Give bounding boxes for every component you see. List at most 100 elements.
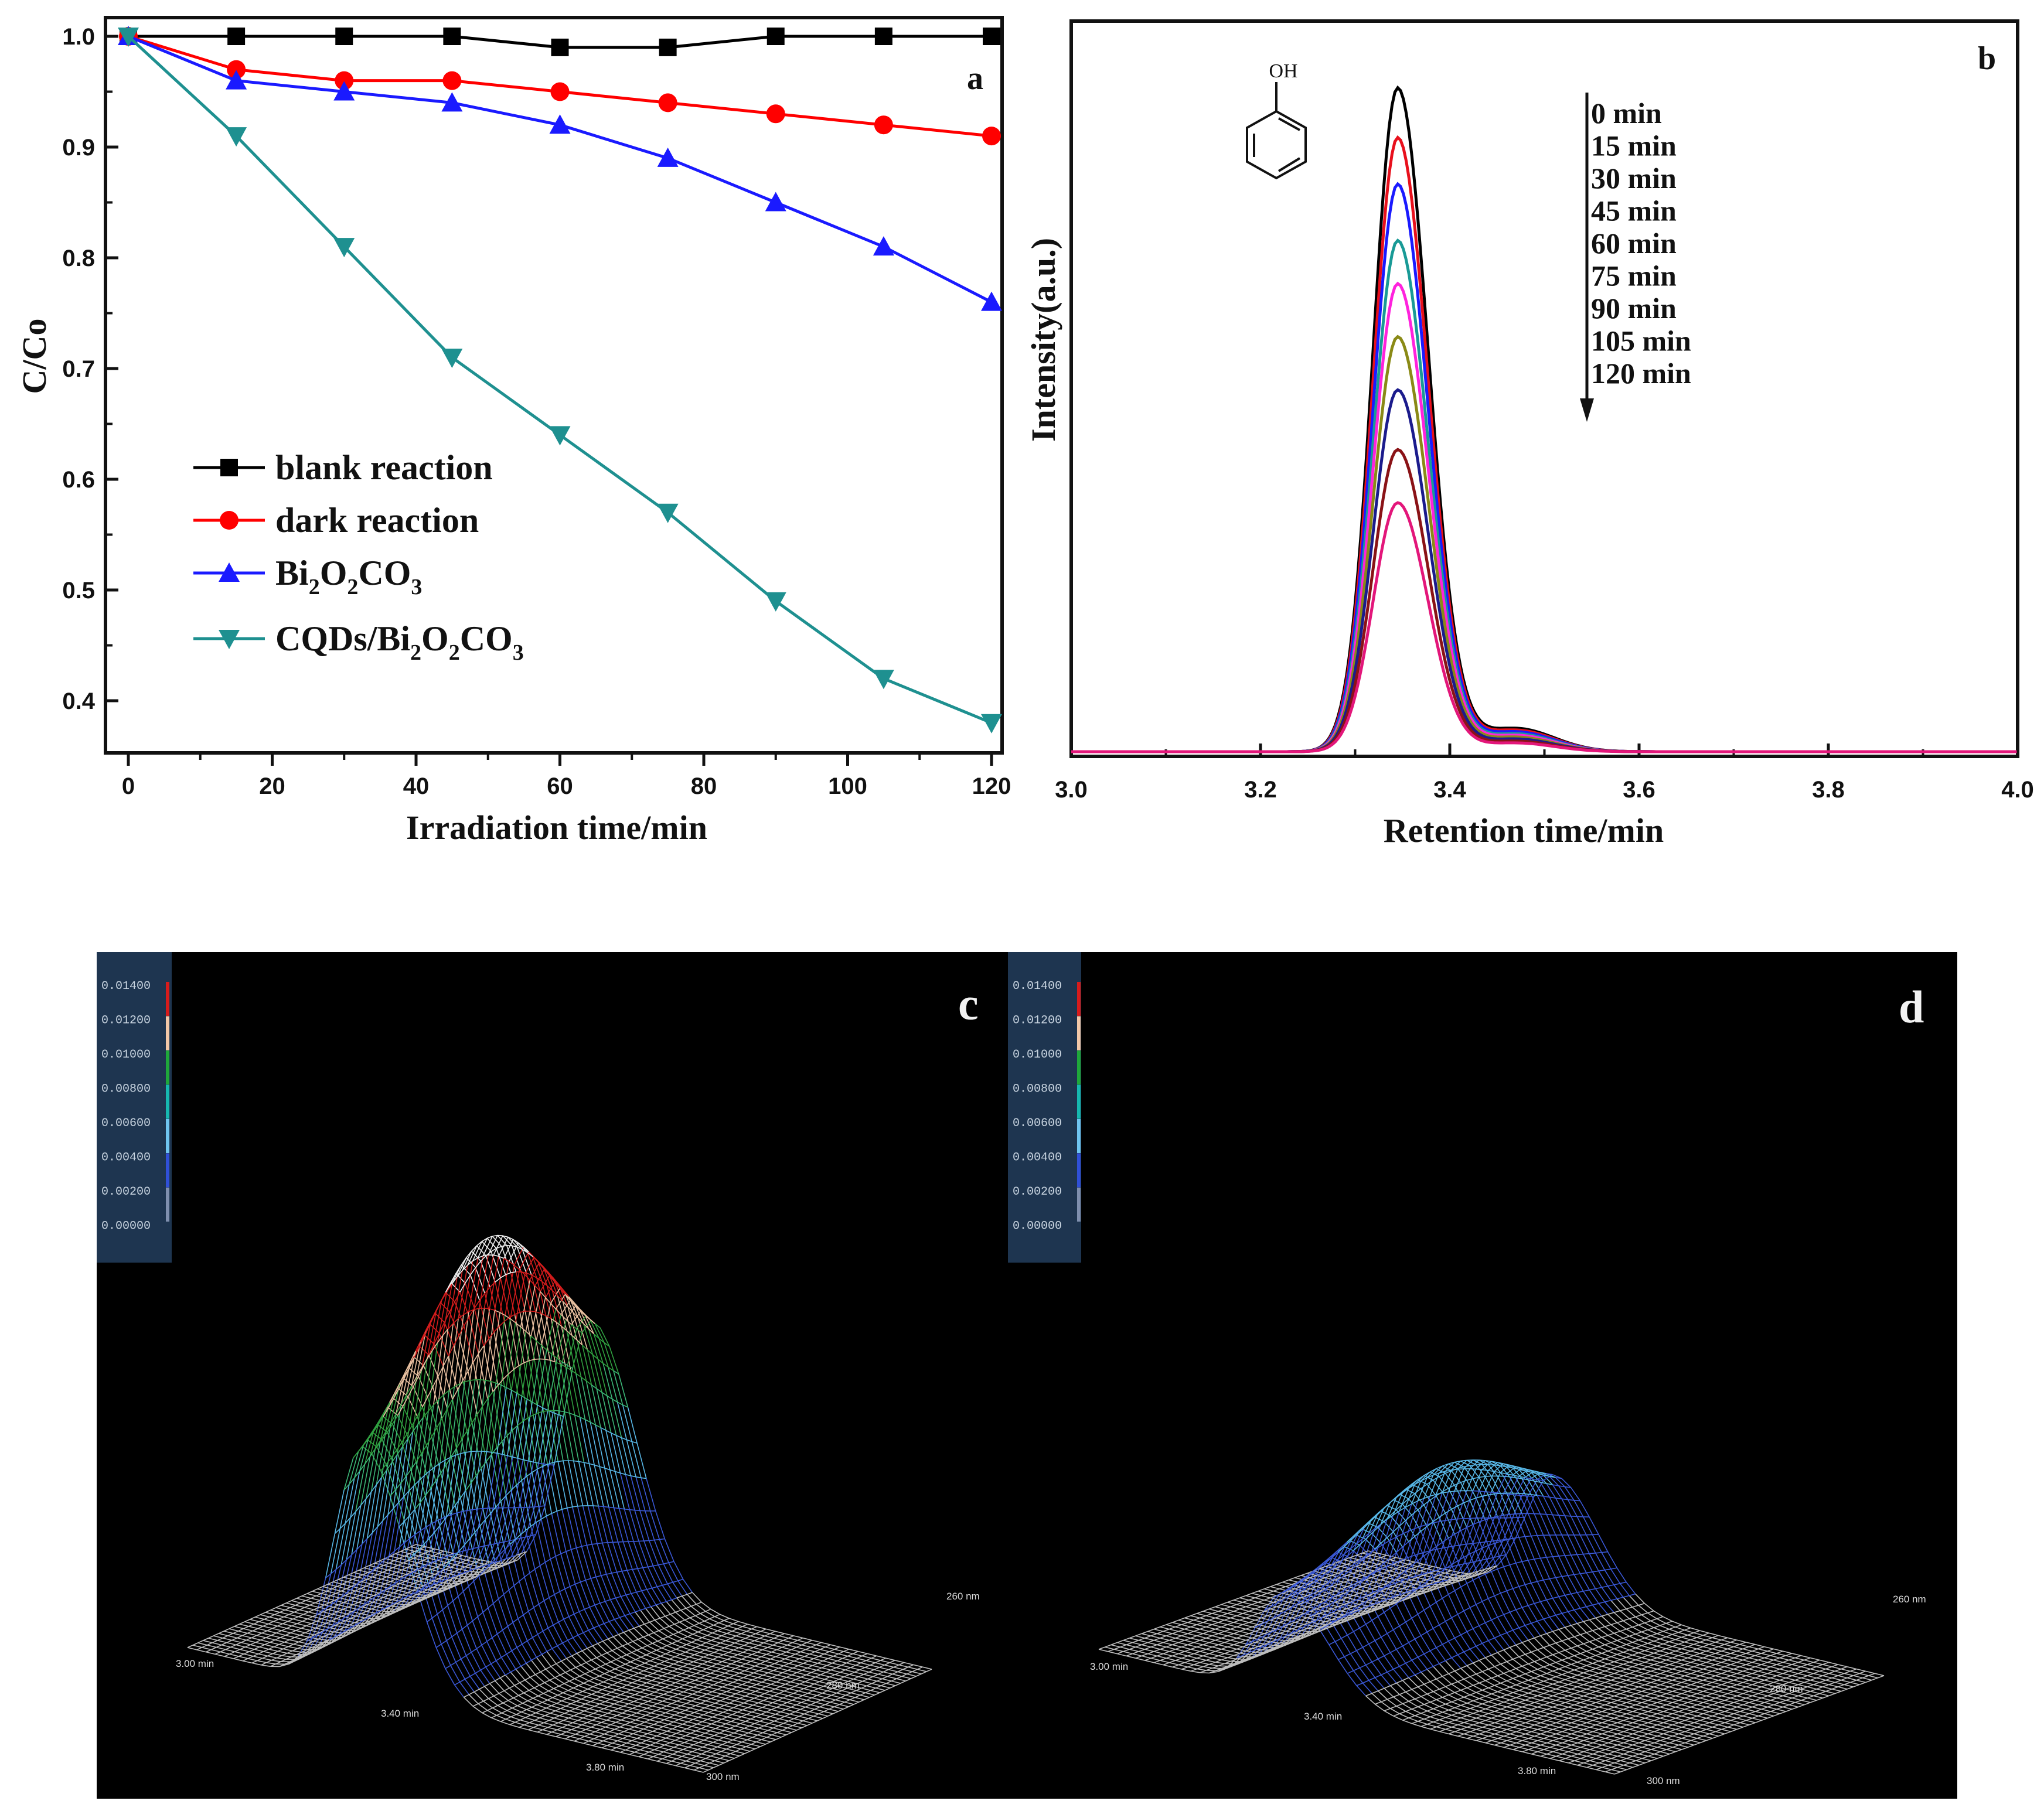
panel-c-mesh-line [534, 1720, 544, 1724]
panel-c-mesh-line [551, 1314, 562, 1355]
panel-c-mesh-line [608, 1367, 618, 1403]
panel-c-mesh-line [275, 1639, 285, 1643]
panel-c-mesh-line [751, 1711, 761, 1715]
panel-c-mesh-line [256, 1632, 263, 1636]
panel-c-mesh-line [692, 1633, 703, 1638]
panel-c-mesh-line [552, 1697, 562, 1701]
panel-c-mesh-line [770, 1716, 780, 1720]
panel-c-mesh-line [860, 1694, 870, 1698]
panel-c-mesh-line [431, 1569, 441, 1573]
panel-c-mesh-line [713, 1710, 723, 1713]
panel-c-mesh-line [720, 1700, 730, 1704]
panel-c-mesh-line [395, 1553, 405, 1557]
panel-c-mesh-line [329, 1625, 336, 1629]
panel-c-mesh-line [410, 1469, 421, 1503]
panel-c-mesh-line [331, 1564, 342, 1604]
panel-b-chromatogram-4 [1071, 281, 2017, 753]
panel-c-mesh-line [539, 1565, 550, 1598]
panel-c-mesh-line [834, 1706, 844, 1710]
panel-c-mesh-line [783, 1697, 793, 1701]
panel-c-mesh-line [902, 1669, 912, 1672]
panel-c-mesh-line [727, 1684, 737, 1687]
panel-c-mesh-line [741, 1633, 751, 1637]
panel-c-mesh-line [449, 1571, 455, 1575]
panel-c-mesh-line [824, 1679, 834, 1682]
panel-c-mesh-line [643, 1670, 653, 1674]
panel-c-mesh-line [413, 1554, 424, 1588]
panel-c-mesh-line [261, 1632, 271, 1636]
panel-c-mesh-line [231, 1637, 237, 1641]
panel-c-mesh-line [206, 1651, 216, 1655]
panel-c-mesh-line [202, 1645, 207, 1648]
panel-c-mesh-line [447, 1408, 457, 1448]
panel-c-mesh-line [609, 1346, 619, 1375]
panel-c-mesh-line [608, 1638, 618, 1649]
panel-c-mesh-line [355, 1588, 361, 1592]
legend-label-part: 2 [347, 575, 358, 599]
panel-c-mesh-line [612, 1684, 622, 1688]
panel-c-mesh-line [500, 1721, 510, 1725]
panel-c-mesh-line [447, 1583, 453, 1587]
panel-c-mesh-line [484, 1308, 490, 1309]
panel-c-mesh-line [754, 1697, 764, 1701]
panel-c-mesh-line [585, 1662, 596, 1670]
panel-c-mesh-line [767, 1704, 777, 1708]
panel-c-mesh-line [678, 1719, 688, 1723]
panel-c-mesh-line [471, 1557, 481, 1561]
panel-c-mesh-line [294, 1637, 304, 1641]
panel-c-mesh-line [284, 1639, 290, 1643]
panel-c-mesh-line [750, 1667, 759, 1672]
panel-c-mesh-line [541, 1281, 552, 1319]
panel-c-mesh-line [326, 1616, 336, 1619]
panel-a-y-ticks: 0.40.50.60.70.80.91.0 [62, 24, 118, 714]
panel-c-mesh-line [321, 1625, 331, 1629]
panel-c-mesh-line [270, 1663, 276, 1667]
panel-c-mesh-line [259, 1644, 265, 1648]
panel-c-mesh-line [731, 1663, 741, 1667]
panel-c-mesh-line [202, 1647, 212, 1650]
panel-c-mesh-line [616, 1689, 626, 1693]
panel-c-mesh-line [568, 1690, 578, 1694]
panel-c-mesh-line [762, 1732, 772, 1735]
panel-c-mesh-line [917, 1669, 927, 1672]
panel-c-mesh-line [236, 1644, 246, 1648]
panel-c-mesh-line [517, 1551, 527, 1561]
panel-c-mesh-line [432, 1587, 442, 1589]
panel-c-mesh-line [649, 1694, 659, 1697]
panel-c-mesh-line [498, 1705, 507, 1711]
panel-c-mesh-line [730, 1753, 740, 1757]
panel-c-mesh-line [740, 1698, 750, 1701]
panel-c-mesh-line [747, 1739, 757, 1742]
panel-c-mesh-line [804, 1713, 814, 1717]
panel-c-mesh-line [603, 1682, 613, 1686]
panel-c-mesh-line [447, 1555, 457, 1558]
panel-c-mesh-line [544, 1562, 555, 1595]
panel-c-mesh-line [748, 1674, 758, 1678]
panel-c-mesh-line [311, 1595, 316, 1599]
panel-c-mesh-line [354, 1595, 360, 1598]
panel-a-chart: 0.40.50.60.70.80.91.0 0 20 40 60 80 100 120 a … [15, 16, 1011, 847]
panel-c-mesh-line [643, 1540, 649, 1541]
panel-c-mesh-line [234, 1624, 240, 1627]
panel-c-mesh-line [443, 1550, 454, 1554]
panel-c-mesh-line [503, 1457, 513, 1508]
panel-c-mesh-line [561, 1509, 572, 1550]
panel-c-mesh-line [227, 1635, 237, 1639]
panel-c-mesh-line [553, 1410, 564, 1461]
panel-c-mesh-line [734, 1642, 744, 1646]
panel-c-mesh-line [597, 1359, 608, 1396]
panel-c-mesh-line [433, 1578, 440, 1582]
panel-a-data-point [765, 592, 786, 612]
panel-c-mesh-line [609, 1706, 619, 1709]
panel-c-mesh-line [501, 1712, 512, 1717]
panel-c-mesh-line [255, 1639, 261, 1643]
panel-c-mesh-line [765, 1628, 776, 1632]
panel-c-mesh-line [638, 1706, 648, 1709]
panel-c-mesh-line [442, 1284, 453, 1336]
panel-c-mesh-line [619, 1617, 629, 1631]
panel-c-mesh-line [674, 1740, 684, 1743]
panel-c-mesh-line [451, 1457, 461, 1498]
panel-c-mesh-line [307, 1618, 317, 1622]
panel-c-mesh-line [366, 1576, 373, 1580]
panel-c-mesh-line [383, 1594, 389, 1598]
